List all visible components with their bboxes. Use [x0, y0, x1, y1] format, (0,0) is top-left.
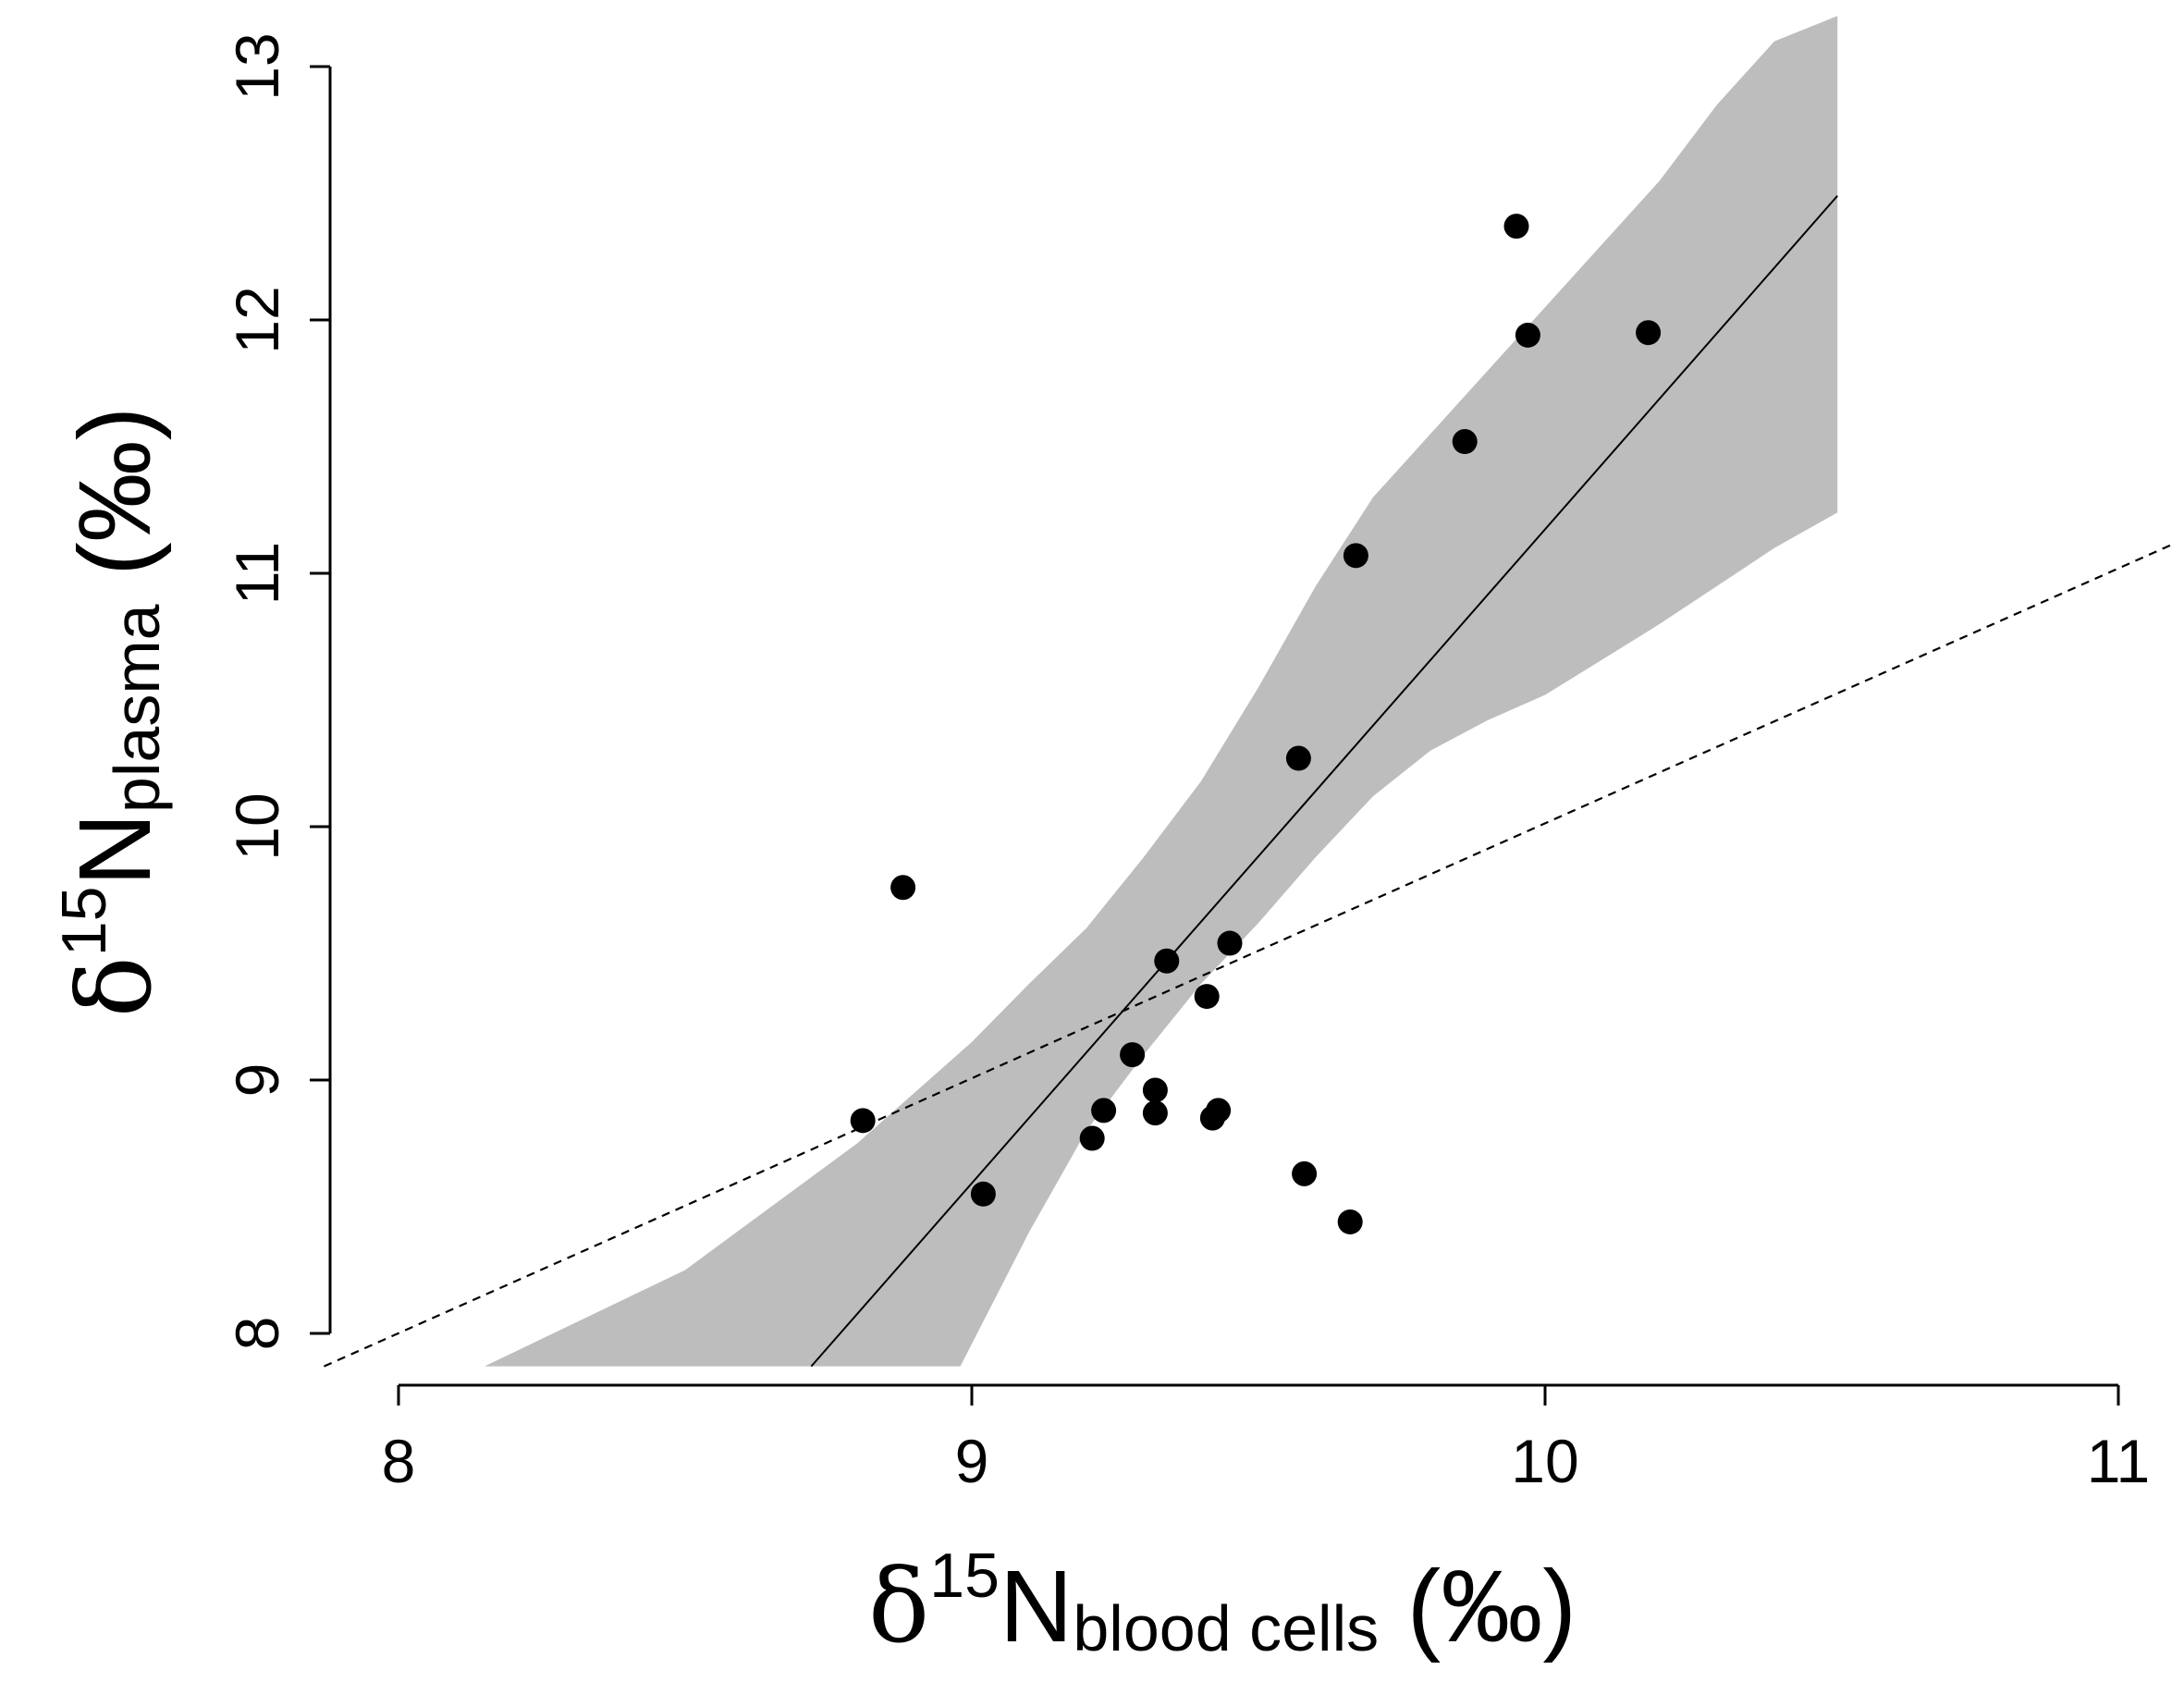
data-point-4 — [1079, 1125, 1105, 1151]
data-point-13 — [1217, 930, 1243, 956]
y-tick-label-10: 10 — [223, 792, 291, 860]
data-point-16 — [1337, 1209, 1363, 1234]
data-point-9 — [1154, 948, 1180, 974]
data-point-14 — [1285, 745, 1311, 771]
y-tick-label-9: 9 — [223, 1063, 291, 1098]
x-axis-title-symbol: N — [1000, 1550, 1073, 1664]
data-point-21 — [1636, 320, 1662, 346]
y-axis-title-unit: (‰) — [58, 407, 172, 605]
data-point-12 — [1206, 1098, 1232, 1123]
x-axis-title: δ15Nblood cells (‰) — [868, 1541, 1577, 1665]
y-tick-label-8: 8 — [223, 1317, 291, 1351]
y-axis-title-delta: δ — [55, 956, 174, 1017]
data-point-7 — [1142, 1077, 1168, 1103]
data-point-15 — [1292, 1160, 1318, 1186]
x-axis-title-subscript: blood cells — [1073, 1592, 1379, 1664]
reference-line-1to1 — [323, 542, 2177, 1368]
y-axis-title-subscript: plasma — [101, 604, 173, 813]
x-tick-label-9: 9 — [955, 1427, 989, 1495]
y-tick-label-11: 11 — [223, 542, 291, 606]
data-point-17 — [1343, 543, 1368, 569]
x-tick-label-11: 11 — [2087, 1427, 2151, 1495]
x-axis-title-delta: δ — [868, 1547, 929, 1665]
data-point-1 — [850, 1108, 876, 1134]
data-point-19 — [1503, 214, 1529, 239]
confidence-band — [485, 16, 1838, 1367]
data-point-2 — [890, 875, 916, 901]
y-axis-title-symbol: N — [58, 813, 172, 886]
data-point-20 — [1515, 322, 1540, 348]
data-point-6 — [1120, 1042, 1146, 1068]
data-points — [850, 214, 1662, 1234]
y-axis: 8 9 10 11 12 13 — [223, 32, 332, 1351]
data-point-3 — [970, 1181, 996, 1207]
x-axis: 8 9 10 11 — [382, 1383, 2151, 1495]
data-point-8 — [1142, 1100, 1168, 1126]
data-point-5 — [1091, 1098, 1117, 1123]
x-axis-title-superscript: 15 — [929, 1541, 1000, 1611]
data-point-10 — [1194, 984, 1220, 1010]
y-axis-title: δ15Nplasma (‰) — [49, 407, 174, 1018]
x-tick-label-8: 8 — [382, 1427, 416, 1495]
x-axis-title-unit: (‰) — [1379, 1550, 1577, 1664]
data-point-18 — [1452, 429, 1478, 455]
x-tick-label-10: 10 — [1511, 1427, 1578, 1495]
y-axis-title-superscript: 15 — [49, 887, 119, 957]
y-tick-label-13: 13 — [223, 32, 291, 100]
y-tick-label-12: 12 — [223, 286, 291, 353]
regression-line — [810, 195, 1838, 1368]
